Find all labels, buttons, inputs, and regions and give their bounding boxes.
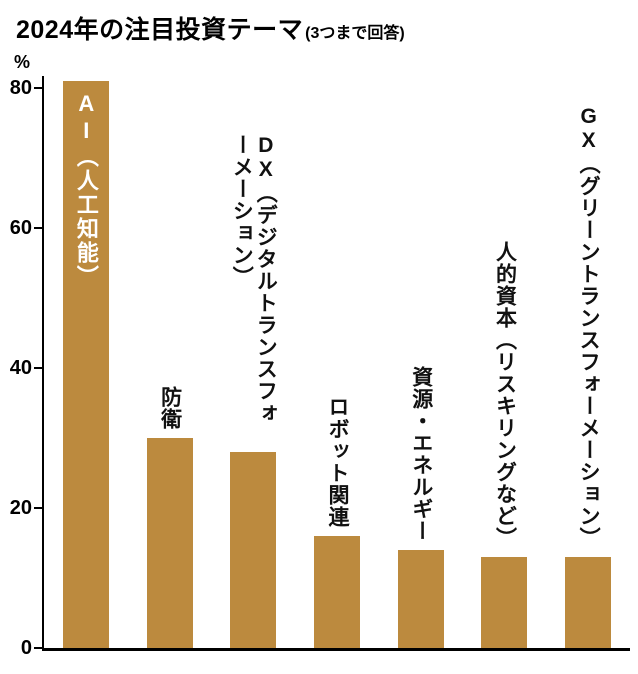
y-tick-mark xyxy=(34,367,44,369)
bar-5 xyxy=(397,550,444,648)
y-tick-mark xyxy=(34,647,44,649)
bar-1: AI（人工知能） xyxy=(62,81,109,648)
bar-slot-3: DX（デジタルトランスフォーメーション） xyxy=(211,134,295,648)
bar-label-6: 人的資本（リスキリングなど） xyxy=(493,241,517,549)
bar-label-3: DX（デジタルトランスフォーメーション） xyxy=(230,134,278,424)
bar-label-4: ロボット関連 xyxy=(326,396,350,528)
bar-slot-6: 人的資本（リスキリングなど） xyxy=(463,241,547,648)
bar-3 xyxy=(230,452,277,648)
bar-6 xyxy=(481,557,528,648)
y-tick-label: 60 xyxy=(9,217,32,239)
bar-4 xyxy=(314,536,361,648)
y-tick-mark xyxy=(34,507,44,509)
bar-7 xyxy=(565,557,612,648)
bar-2 xyxy=(146,438,193,648)
bar-slot-4: ロボット関連 xyxy=(295,396,379,648)
bar-label-2: 防衛 xyxy=(158,386,182,430)
chart-subtitle: (3つまで回答) xyxy=(305,25,405,42)
y-tick-mark xyxy=(34,87,44,89)
y-tick-label: 20 xyxy=(9,497,32,519)
y-axis-unit-label: % xyxy=(14,52,31,72)
y-axis-ticks: 0 20 40 60 80 xyxy=(10,76,630,659)
bar-label-1: AI（人工知能） xyxy=(73,91,99,289)
bar-slot-7: GX（グリーントランスフォーメーション） xyxy=(546,105,630,648)
y-tick-label: 40 xyxy=(9,357,32,379)
bar-slot-1: AI（人工知能） xyxy=(44,81,128,648)
y-tick-mark xyxy=(34,227,44,229)
y-tick-label: 80 xyxy=(9,77,32,99)
plot-area: 0 20 40 60 80 AI（人工知能） 防衛 DX（デジタルトランスフォーメーション）… xyxy=(10,76,630,659)
bar-slot-5: 資源・エネルギー xyxy=(379,366,463,648)
bar-slot-2: 防衛 xyxy=(128,386,212,648)
y-tick-label: 0 xyxy=(20,637,32,659)
chart-title-row: 2024年の注目投資テーマ (3つまで回答) xyxy=(16,10,405,46)
bar-label-5: 資源・エネルギー xyxy=(409,366,433,542)
chart-title: 2024年の注目投資テーマ xyxy=(16,16,304,44)
bars-container: AI（人工知能） 防衛 DX（デジタルトランスフォーメーション） ロボット関連 資源・エ… xyxy=(44,76,630,648)
bar-label-7: GX（グリーントランスフォーメーション） xyxy=(577,105,601,549)
